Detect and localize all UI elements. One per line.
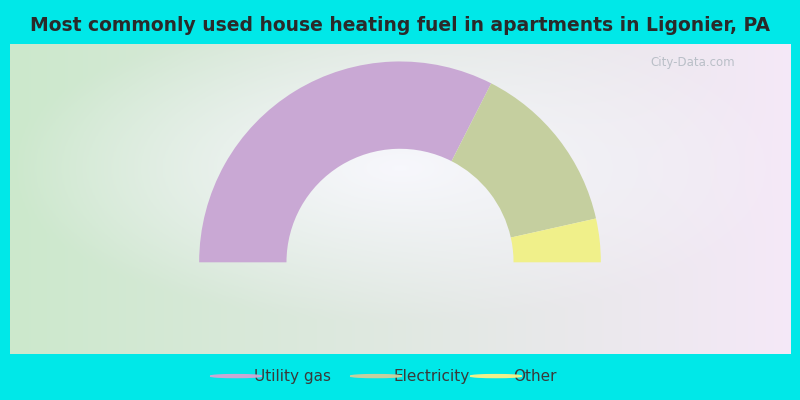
Text: Electricity: Electricity: [394, 368, 470, 384]
Text: City-Data.com: City-Data.com: [650, 56, 735, 70]
Wedge shape: [199, 62, 491, 262]
Circle shape: [470, 375, 522, 378]
Circle shape: [350, 375, 402, 378]
Wedge shape: [510, 218, 601, 262]
Text: Most commonly used house heating fuel in apartments in Ligonier, PA: Most commonly used house heating fuel in…: [30, 16, 770, 35]
Wedge shape: [451, 83, 596, 238]
Text: Utility gas: Utility gas: [254, 368, 330, 384]
Circle shape: [210, 375, 262, 378]
Text: Other: Other: [514, 368, 557, 384]
